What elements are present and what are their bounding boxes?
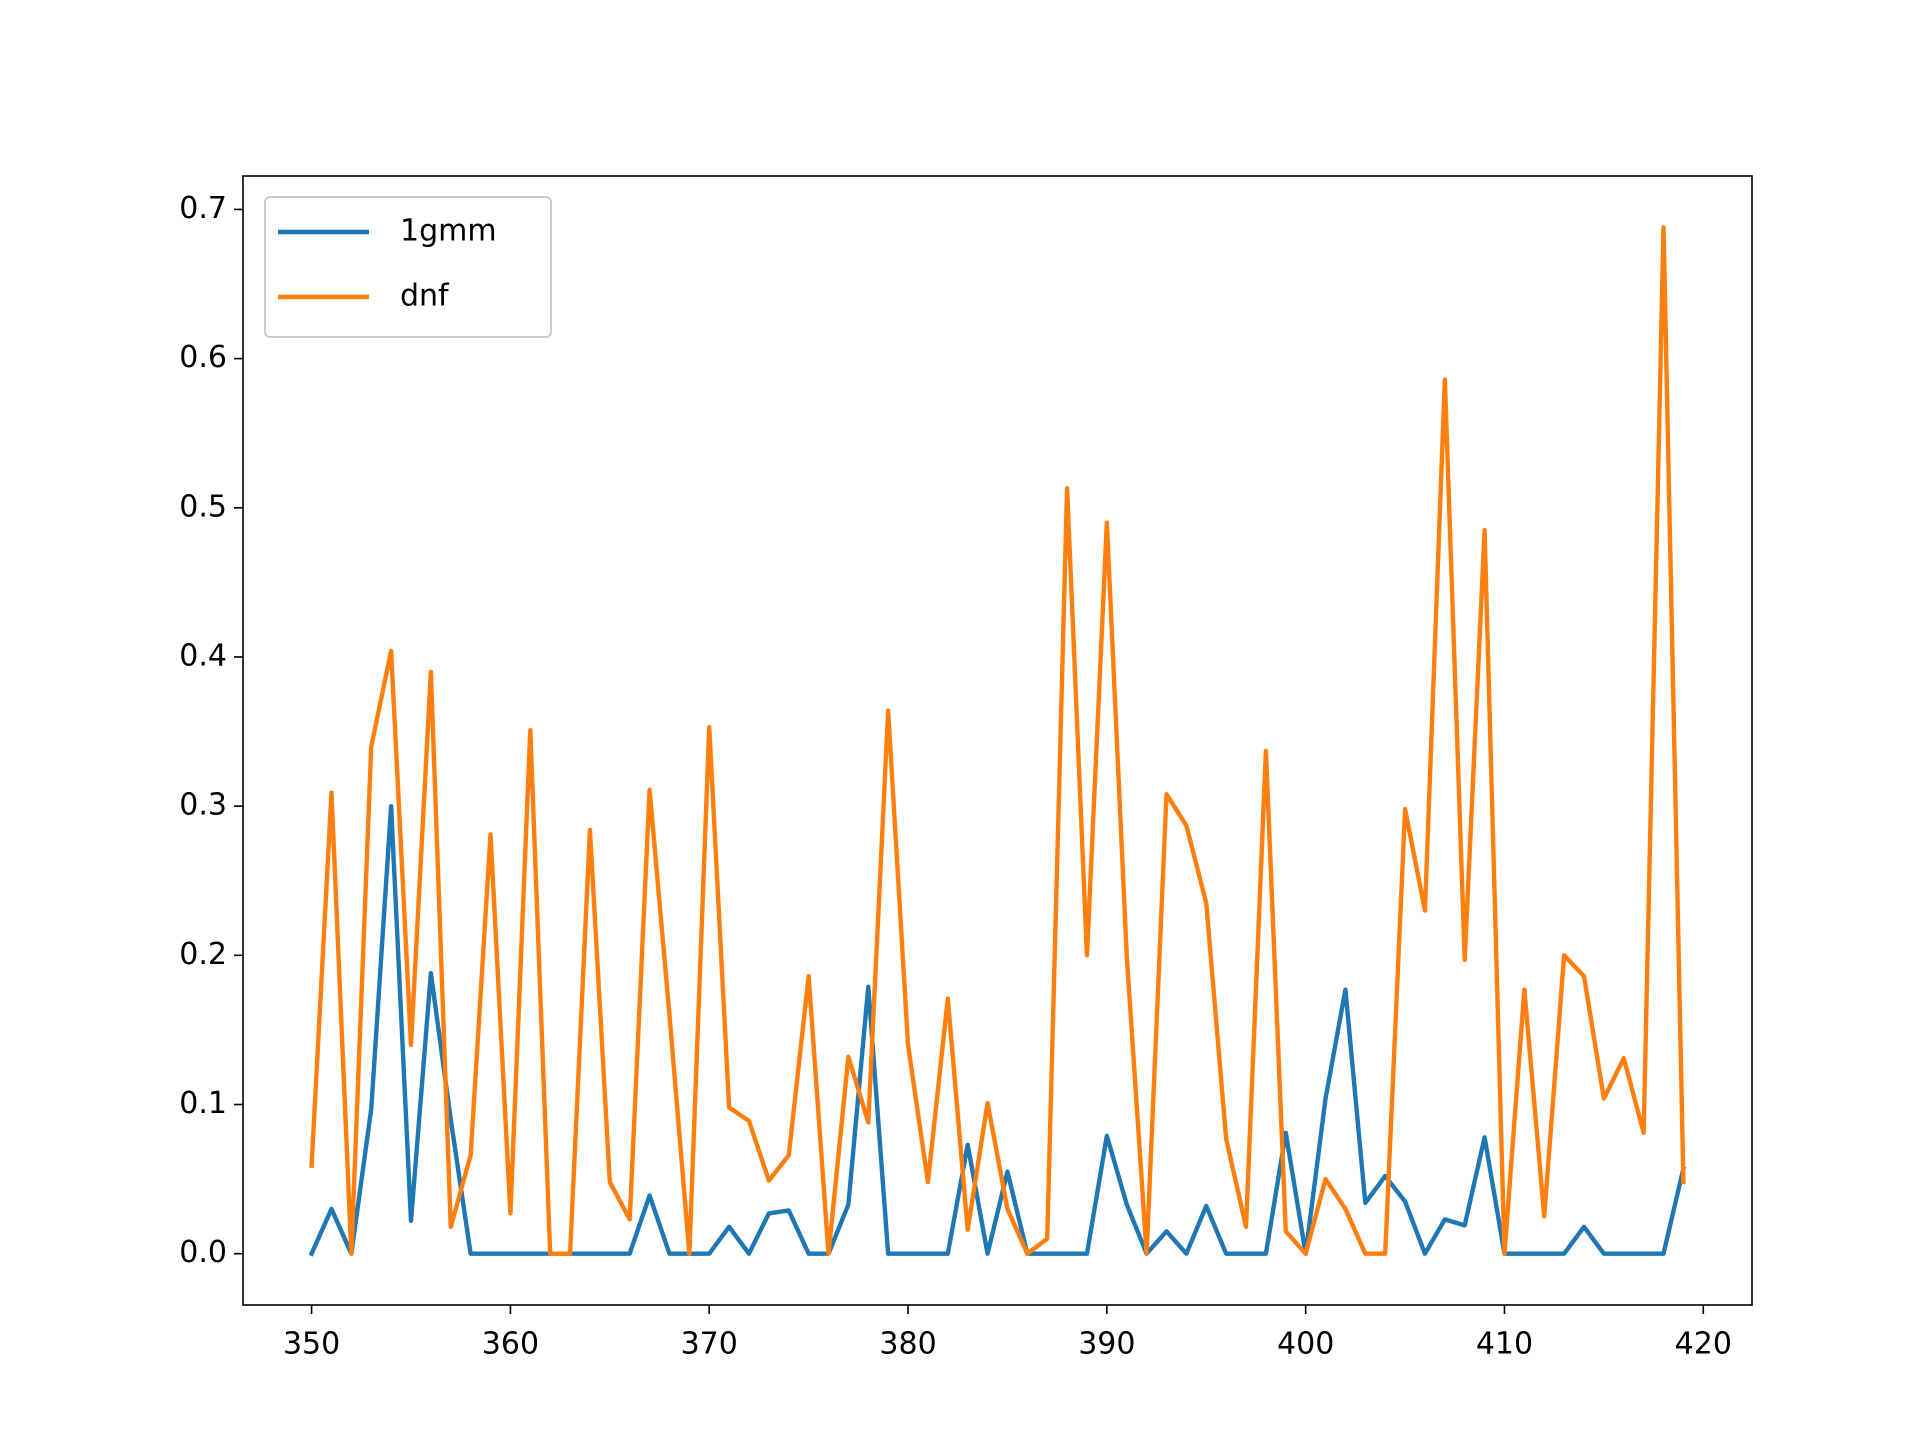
legend-label: dnf: [400, 279, 450, 314]
legend-label: 1gmm: [400, 214, 497, 249]
y-tick-label: 0.7: [179, 191, 227, 226]
y-tick-label: 0.5: [179, 489, 227, 524]
series-line: [309, 225, 1686, 1256]
x-tick-label: 360: [482, 1327, 539, 1362]
y-tick-label: 0.2: [179, 937, 227, 972]
x-tick-label: 370: [681, 1327, 738, 1362]
y-tick-label: 0.1: [179, 1086, 227, 1121]
y-tick-label: 0.0: [179, 1235, 227, 1270]
y-tick-label: 0.4: [179, 638, 227, 673]
x-tick-label: 350: [283, 1327, 340, 1362]
y-tick-label: 0.3: [179, 788, 227, 823]
y-tick-label: 0.6: [179, 340, 227, 375]
x-tick-label: 400: [1277, 1327, 1334, 1362]
x-tick-label: 420: [1675, 1327, 1732, 1362]
x-tick-label: 410: [1476, 1327, 1533, 1362]
plot-frame: [242, 175, 1753, 1306]
x-tick-label: 380: [879, 1327, 936, 1362]
series-line: [308, 803, 1687, 1257]
x-tick-label: 390: [1078, 1327, 1135, 1362]
